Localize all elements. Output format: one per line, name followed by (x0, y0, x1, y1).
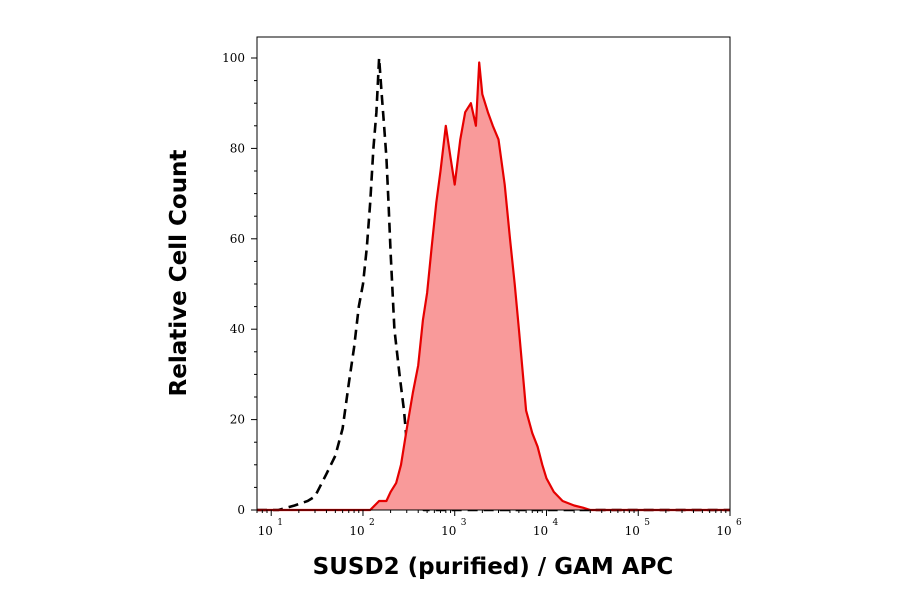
x-tick-label: 10 (625, 524, 640, 538)
y-tick-label: 60 (230, 232, 245, 246)
stained-histogram-line (257, 61, 730, 512)
plot-frame (256, 36, 731, 511)
x-tick-exponent: 6 (736, 518, 742, 528)
x-tick-exponent: 4 (552, 518, 558, 528)
x-tick-exponent: 5 (644, 518, 650, 528)
series-layer (257, 57, 730, 512)
y-tick-label: 20 (230, 413, 245, 427)
y-tick-label: 100 (222, 51, 245, 65)
x-tick-label: 10 (349, 524, 364, 538)
y-tick-label: 80 (230, 141, 245, 155)
x-tick-label: 10 (441, 524, 456, 538)
y-tick-label: 40 (230, 322, 245, 336)
x-tick-exponent: 1 (277, 518, 283, 528)
x-axis-label: SUSD2 (purified) / GAM APC (313, 554, 674, 580)
x-tick-exponent: 2 (369, 518, 375, 528)
stained-histogram-fill (257, 62, 730, 510)
x-axis: 10 1 10 2 10 3 10 4 10 5 10 6 (256, 510, 742, 538)
y-tick-label: 0 (237, 503, 245, 517)
x-tick-label: 10 (716, 524, 731, 538)
x-tick-label: 10 (258, 524, 273, 538)
y-axis: 0 20 40 60 80 100 (222, 51, 257, 517)
y-axis-label: Relative Cell Count (166, 150, 192, 397)
x-tick-exponent: 3 (461, 518, 467, 528)
x-tick-label: 10 (533, 524, 548, 538)
